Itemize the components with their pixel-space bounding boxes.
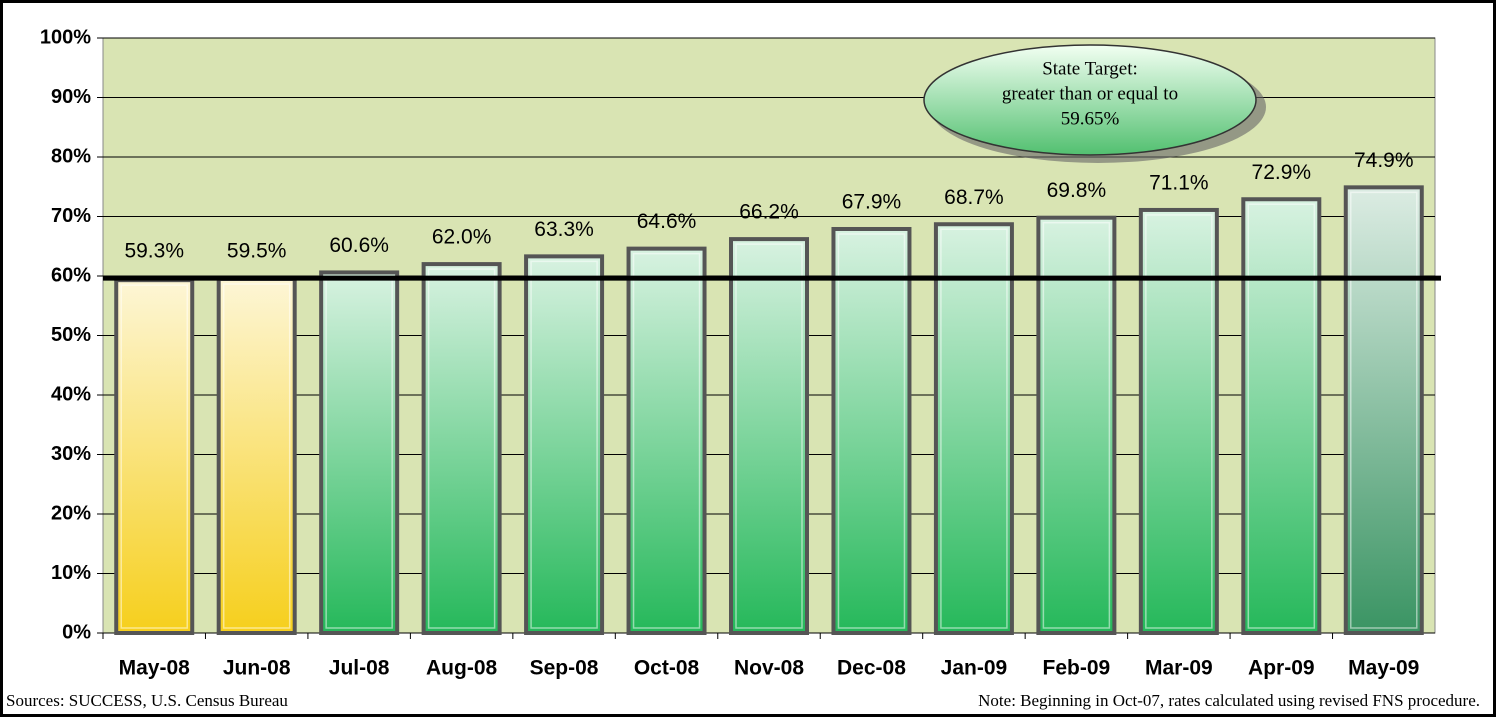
annotation-bubble <box>923 44 1257 156</box>
bar <box>114 278 195 635</box>
bar <box>933 222 1014 636</box>
bar <box>626 246 707 635</box>
bar <box>1241 197 1322 635</box>
value-label: 64.6% <box>637 210 697 233</box>
value-label: 68.7% <box>944 186 1004 209</box>
value-label: 63.3% <box>534 218 594 241</box>
annotation-text: greater than or equal to <box>1002 83 1178 104</box>
source: Sources: SUCCESS, U.S. Census Bureau <box>6 691 288 710</box>
value-label: 72.9% <box>1252 161 1312 184</box>
x-tick-label: Dec-08 <box>837 657 906 680</box>
bar-bevel <box>632 252 701 629</box>
x-tick-label: May-09 <box>1348 657 1419 680</box>
note: Note: Beginning in Oct-07, rates calcula… <box>978 691 1480 710</box>
x-tick-label: Aug-08 <box>426 657 497 680</box>
value-label: 66.2% <box>739 201 799 224</box>
bar <box>1138 207 1219 636</box>
y-tick-label: 80% <box>51 145 91 167</box>
x-tick-label: Feb-09 <box>1043 657 1111 680</box>
bar <box>421 262 502 635</box>
bar <box>1343 185 1424 635</box>
value-label: 62.0% <box>432 226 492 249</box>
value-label: 71.1% <box>1149 172 1209 195</box>
x-tick-label: Apr-09 <box>1248 657 1315 680</box>
value-label: 74.9% <box>1354 149 1414 172</box>
y-tick-label: 100% <box>40 26 91 48</box>
value-label: 59.5% <box>227 240 287 263</box>
bar-bevel <box>735 243 803 629</box>
bar-bevel <box>120 284 188 629</box>
bar-bevel <box>1247 203 1316 629</box>
value-label: 59.3% <box>124 240 184 263</box>
annotation-text: 59.65% <box>1061 108 1120 129</box>
y-tick-label: 70% <box>51 205 91 227</box>
x-tick-label: Oct-08 <box>634 657 700 680</box>
bar <box>729 237 809 636</box>
y-tick-label: 30% <box>51 443 91 465</box>
bar <box>1036 215 1117 635</box>
x-tick-label: Jul-08 <box>329 657 390 680</box>
bar-bevel <box>222 283 291 629</box>
x-tick-label: Nov-08 <box>734 657 804 680</box>
bar-bevel <box>940 228 1008 629</box>
y-tick-label: 10% <box>51 562 91 584</box>
y-tick-label: 90% <box>51 86 91 108</box>
value-label: 67.9% <box>842 191 902 214</box>
bar-bevel <box>530 260 598 629</box>
bar <box>831 226 912 635</box>
y-tick-label: 40% <box>51 383 91 405</box>
bar-bevel <box>1042 221 1111 629</box>
value-label: 69.8% <box>1047 179 1107 202</box>
x-tick-label: Mar-09 <box>1145 657 1213 680</box>
bar <box>319 270 400 635</box>
bar <box>524 254 605 635</box>
y-tick-label: 50% <box>51 324 91 346</box>
x-tick-label: Jun-08 <box>223 657 291 680</box>
y-tick-label: 0% <box>62 621 91 643</box>
annotation-text: State Target: <box>1042 58 1138 79</box>
bar-bevel <box>1145 214 1213 629</box>
y-tick-label: 60% <box>51 264 91 286</box>
bar <box>216 276 297 635</box>
bar-bevel <box>837 233 906 629</box>
x-tick-label: Sep-08 <box>530 657 599 680</box>
value-label: 60.6% <box>329 234 389 257</box>
y-tick-label: 20% <box>51 502 91 524</box>
bar-bevel <box>427 268 496 629</box>
x-tick-label: Jan-09 <box>941 657 1008 680</box>
x-tick-label: May-08 <box>119 657 191 680</box>
bar-bevel <box>1350 191 1418 629</box>
